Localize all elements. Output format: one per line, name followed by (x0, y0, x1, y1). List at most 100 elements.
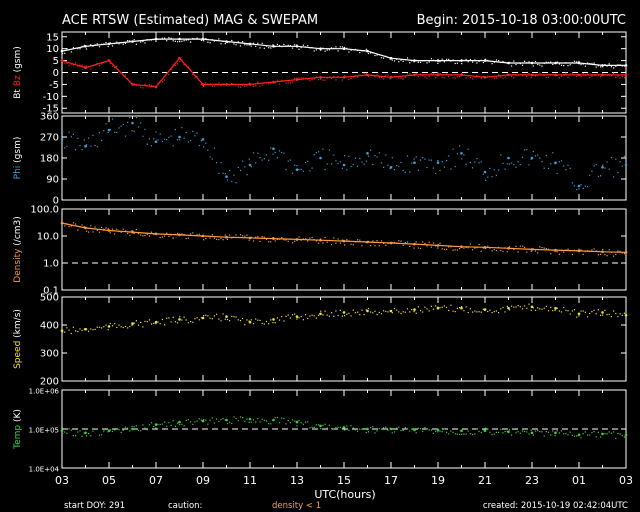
density-sample-dot (85, 230, 88, 232)
phi-sample-dot (389, 167, 391, 170)
bz-sample-dot (619, 77, 621, 79)
density-data-point (530, 248, 534, 251)
phi-data-point (460, 152, 463, 155)
speed-sample-dot (439, 307, 441, 309)
bt-sample-dot (133, 39, 135, 41)
bz-sample-dot (155, 87, 157, 89)
speed-data-point (295, 315, 299, 318)
bt-sample-dot (337, 50, 339, 52)
bt-sample-dot (72, 47, 74, 49)
density-sample-dot (263, 236, 265, 238)
speed-sample-dot (493, 311, 495, 313)
phi-sample-dot (283, 152, 285, 154)
temp-sample-dot (623, 436, 625, 438)
bt-sample-dot (328, 49, 330, 51)
density-data-point (577, 249, 581, 253)
density-sample-dot (365, 242, 367, 244)
bz-sample-dot (448, 75, 450, 78)
density-sample-dot (502, 250, 504, 253)
bz-sample-dot (567, 76, 569, 78)
density-sample-dot (339, 242, 341, 244)
bz-sample-dot (487, 75, 489, 77)
bt-sample-dot (515, 63, 517, 66)
temp-sample-dot (452, 431, 454, 433)
temp-sample-dot (222, 418, 224, 420)
temp-sample-dot (124, 426, 127, 428)
speed-sample-dot (101, 327, 103, 329)
phi-sample-dot (348, 155, 350, 157)
density-sample-dot (302, 238, 304, 240)
phi-sample-dot (573, 185, 576, 187)
bz-sample-dot (177, 63, 179, 65)
temp-sample-dot (220, 418, 222, 421)
temp-sample-dot (90, 435, 92, 437)
bt-sample-dot (363, 50, 365, 52)
speed-sample-dot (354, 312, 356, 314)
bz-sample-dot (68, 64, 70, 66)
bt-sample-dot (504, 61, 506, 63)
density-sample-dot (341, 239, 343, 241)
bt-bz-y-axis-label: Bt Bz (gsm) (13, 46, 23, 99)
bz-sample-dot (474, 76, 476, 78)
speed-sample-dot (207, 315, 209, 317)
bz-sample-dot (131, 83, 133, 85)
density-y-axis-label-part: (/cm3) (13, 216, 23, 248)
density-sample-dot (294, 240, 296, 242)
temp-sample-dot (365, 432, 367, 434)
bz-sample-dot (207, 83, 209, 85)
phi-sample-dot (268, 159, 270, 161)
density-sample-dot (378, 245, 380, 247)
caution-label: caution: (168, 501, 202, 511)
speed-sample-dot (539, 308, 541, 310)
bt-sample-dot (185, 39, 187, 41)
density-sample-dot (437, 247, 439, 249)
bt-sample-dot (495, 59, 497, 61)
speed-sample-dot (517, 305, 519, 307)
density-sample-dot (417, 247, 419, 249)
temp-sample-dot (181, 423, 183, 425)
bz-sample-dot (524, 74, 526, 76)
speed-sample-dot (122, 326, 124, 329)
temp-sample-dot (296, 425, 298, 427)
phi-sample-dot (226, 179, 229, 181)
speed-sample-dot (198, 319, 200, 321)
phi-sample-dot (563, 165, 565, 167)
phi-sample-dot (148, 138, 150, 140)
chart-title: ACE RTSW (Estimated) MAG & SWEPAM (62, 13, 318, 28)
temp-sample-dot (443, 428, 445, 430)
bz-sample-dot (302, 77, 304, 79)
bt-sample-dot (565, 62, 567, 64)
temp-sample-dot (200, 419, 202, 421)
speed-sample-dot (331, 312, 333, 314)
density-sample-dot (337, 238, 339, 240)
bt-data-point (460, 59, 463, 62)
density-sample-dot (532, 248, 534, 250)
density-caution-note: density < 1 (272, 501, 321, 511)
phi-sample-dot (476, 158, 478, 160)
temp-sample-dot (406, 428, 409, 430)
phi-sample-dot (413, 158, 415, 160)
speed-sample-dot (513, 306, 515, 308)
temp-sample-dot (326, 427, 328, 429)
bt-sample-dot (419, 61, 422, 63)
phi-sample-dot (79, 145, 81, 147)
speed-sample-dot (571, 310, 573, 312)
bz-sample-dot (133, 83, 135, 85)
temp-sample-dot (239, 416, 242, 418)
density-y-tick-label: 1.0 (43, 259, 59, 270)
density-sample-dot (478, 243, 480, 246)
bt-sample-dot (595, 66, 597, 68)
bz-sample-dot (439, 72, 441, 74)
density-sample-dot (573, 249, 576, 251)
speed-data-point (507, 306, 510, 310)
density-sample-dot (291, 242, 294, 244)
temp-sample-dot (213, 422, 215, 424)
bt-sample-dot (489, 60, 491, 62)
density-sample-dot (216, 238, 218, 240)
temp-sample-dot (361, 428, 363, 430)
density-sample-dot (552, 249, 554, 251)
phi-sample-dot (491, 176, 493, 178)
temp-sample-dot (387, 429, 389, 431)
bt-sample-dot (331, 47, 333, 49)
phi-sample-dot (179, 139, 181, 141)
